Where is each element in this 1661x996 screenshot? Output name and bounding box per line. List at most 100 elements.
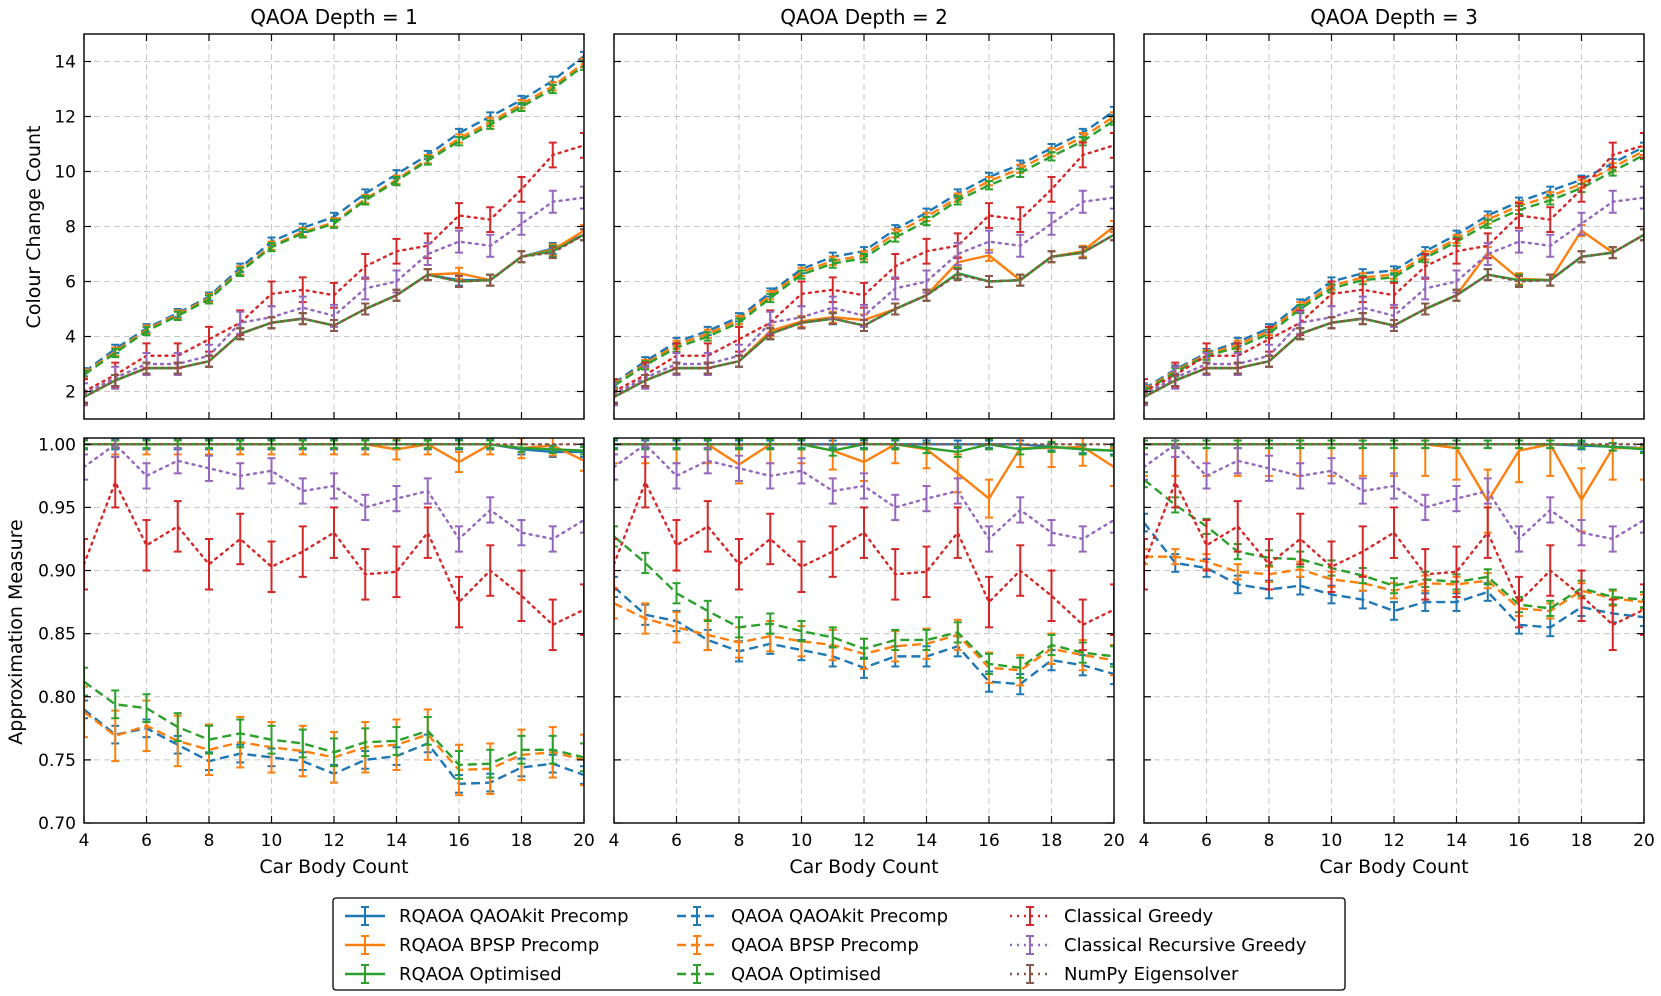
legend-entry: Classical Recursive Greedy [1010,935,1307,956]
legend-frame [332,897,1346,991]
legend-label: RQAOA Optimised [399,964,562,985]
series-classical-recursive-greedy [1144,438,1644,553]
plot-area [614,105,1114,407]
x-tick-label: 12 [323,831,345,851]
legend-label: RQAOA BPSP Precomp [399,935,599,956]
series-classical-greedy [614,455,1114,652]
x-tick-label: 20 [1633,831,1655,851]
x-tick-label: 14 [916,831,938,851]
series-line [614,480,1114,627]
series-qaoa-qaoakit-precomp [614,575,1114,696]
legend-entry: NumPy Eigensolver [1010,964,1239,985]
series-qaoa-optimised [84,666,584,780]
plot-area [84,50,584,407]
x-tick-label: 4 [79,831,90,851]
panel-title: QAOA Depth = 1 [250,5,418,29]
legend-entry: QAOA Optimised [677,964,881,985]
legend-entry: QAOA BPSP Precomp [677,935,919,956]
panel-6: 4 6 8 10 12 14 16 18 20 Car Body Count [1139,437,1655,878]
x-tick-label: 16 [448,831,470,851]
panel-2: QAOA Depth = 2 [613,5,1115,420]
y-tick-label: 0.95 [38,498,76,518]
x-tick-label: 16 [978,831,1000,851]
series-numpy-eigensolver [614,228,1114,404]
y-tick-label: 10 [54,163,76,183]
x-tick-label: 10 [1321,831,1343,851]
legend-entry: RQAOA QAOAkit Precomp [345,906,629,927]
series-line [84,480,584,627]
y-axis-label-top: Colour Change Count [23,126,45,329]
y-tick-label: 0.90 [38,562,76,582]
x-tick-label: 10 [791,831,813,851]
x-tick-label: 8 [204,831,215,851]
panel-title: QAOA Depth = 2 [780,5,948,29]
x-tick-label: 20 [1103,831,1125,851]
legend-entry: RQAOA Optimised [345,964,562,985]
x-tick-label: 14 [386,831,408,851]
series-classical-greedy [1144,455,1644,652]
y-tick-label: 4 [65,328,76,348]
y-tick-label: 8 [65,218,76,238]
series-line [1144,480,1644,627]
series-line [1144,149,1644,392]
legend-entry: QAOA QAOAkit Precomp [677,906,948,927]
x-tick-label: 12 [853,831,875,851]
series-classical-greedy [1144,132,1644,405]
x-axis-label: Car Body Count [789,856,938,878]
legend: RQAOA QAOAkit Precomp RQAOA BPSP Precomp R… [332,897,1346,991]
panel-1: QAOA Depth = 1 2 4 6 8 10 12 14 [54,5,585,420]
series-line [1144,478,1644,610]
series-classical-greedy [84,455,584,652]
legend-entry: Classical Greedy [1010,906,1214,927]
x-axis-label: Car Body Count [259,856,408,878]
panels: QAOA Depth = 1 2 4 6 8 10 12 14 QAOA Depth = 2 QA… [38,5,1655,878]
panel-title: QAOA Depth = 3 [1310,5,1478,29]
legend-label: QAOA BPSP Precomp [731,935,919,956]
series-qaoa-optimised [614,525,1114,679]
y-tick-label: 1.00 [38,435,76,455]
series-numpy-eigensolver [84,228,584,404]
y-tick-label: 0.75 [38,751,76,771]
x-tick-label: 8 [734,831,745,851]
x-tick-label: 4 [1139,831,1150,851]
x-tick-label: 18 [511,831,533,851]
series-qaoa-optimised [84,60,584,381]
series-numpy-eigensolver [1144,228,1644,404]
y-tick-label: 6 [65,273,76,293]
legend-label: Classical Recursive Greedy [1064,935,1307,956]
y-tick-label: 0.85 [38,625,76,645]
panel-4: 0.70 0.75 0.80 0.85 0.90 0.95 1.00 4 6 8 10 12 14 16 1… [38,435,595,878]
legend-label: QAOA QAOAkit Precomp [731,906,948,927]
x-tick-label: 6 [1201,831,1212,851]
series-qaoa-optimised [614,115,1114,392]
plot-area [1144,132,1644,407]
x-tick-label: 6 [671,831,682,851]
x-tick-label: 16 [1508,831,1530,851]
y-tick-label: 0.80 [38,688,76,708]
legend-label: QAOA Optimised [731,964,881,985]
panel-3: QAOA Depth = 3 [1143,5,1645,420]
legend-entries: RQAOA QAOAkit Precomp RQAOA BPSP Precomp R… [345,906,1307,985]
x-tick-label: 18 [1041,831,1063,851]
x-tick-label: 14 [1446,831,1468,851]
y-tick-label: 14 [54,53,76,73]
series-classical-greedy [614,132,1114,405]
y-tick-label: 0.70 [38,814,76,834]
y-tick-label: 2 [65,383,76,403]
x-tick-label: 20 [573,831,595,851]
plot-area [614,438,1114,696]
legend-label: NumPy Eigensolver [1064,964,1239,985]
series-classical-recursive-greedy [614,438,1114,553]
x-tick-label: 6 [141,831,152,851]
legend-label: Classical Greedy [1064,906,1214,927]
x-tick-label: 18 [1571,831,1593,851]
x-tick-label: 12 [1383,831,1405,851]
series-line [1144,521,1644,629]
y-tick-label: 12 [54,108,76,128]
x-axis-label: Car Body Count [1319,856,1468,878]
y-axis-label-bottom: Approximation Measure [5,519,27,744]
series-classical-recursive-greedy [84,438,584,553]
series-line [1144,153,1644,393]
x-tick-label: 10 [261,831,283,851]
